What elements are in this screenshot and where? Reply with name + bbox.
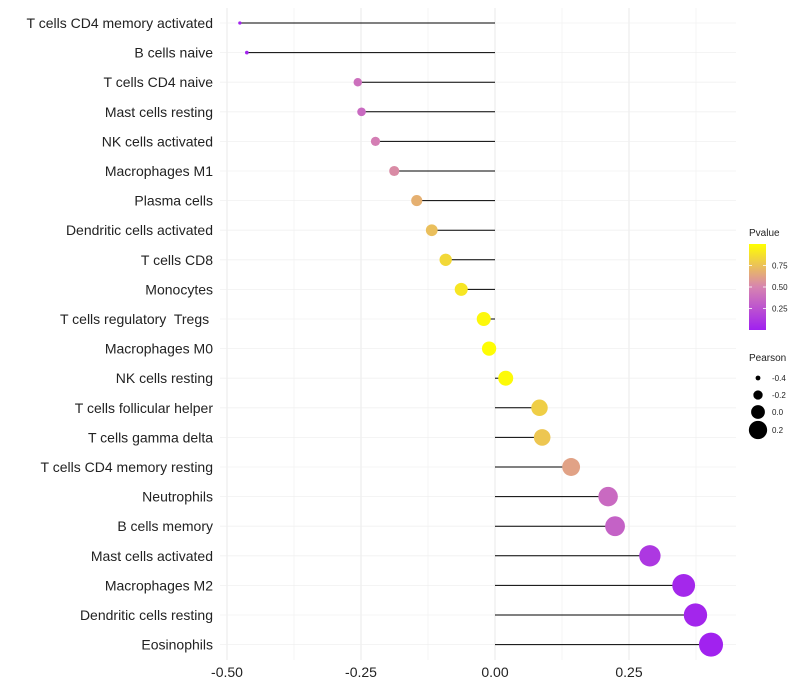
lollipop-point	[562, 458, 581, 476]
points	[238, 21, 724, 657]
x-tick-label: 0.25	[615, 664, 642, 680]
x-tick-label: -0.25	[345, 664, 377, 680]
lollipop-point	[598, 486, 618, 507]
category-label: Macrophages M1	[105, 163, 213, 179]
category-label: Eosinophils	[141, 637, 213, 653]
lollipop-point	[357, 107, 366, 117]
lollipop-point	[245, 50, 249, 55]
category-labels: T cells CD4 memory activated B cells naiv…	[27, 15, 214, 653]
category-label: T cells CD8	[141, 252, 213, 268]
category-label: Neutrophils	[142, 489, 213, 505]
category-label: T cells regulatory Tregs	[60, 311, 213, 327]
lollipop-point	[672, 573, 696, 597]
pearson-legend-dot	[753, 390, 763, 400]
lollipop-point	[531, 399, 548, 417]
pearson-legend-label: 0.0	[772, 408, 784, 417]
category-label: T cells gamma delta	[88, 429, 213, 445]
category-label: NK cells resting	[116, 370, 213, 386]
category-label: Mast cells resting	[105, 104, 213, 120]
lollipop-point	[639, 545, 661, 567]
pvalue-colorbar	[749, 244, 766, 330]
grid	[220, 8, 736, 660]
lollipop-point	[683, 603, 708, 627]
lollipop-point	[533, 429, 551, 446]
category-label: Dendritic cells resting	[80, 607, 213, 623]
x-tick-label: 0.00	[481, 664, 508, 680]
lollipop-point	[411, 195, 423, 207]
category-label: Macrophages M0	[105, 341, 213, 357]
lollipop-point	[481, 341, 497, 356]
lollipop-point	[698, 632, 724, 657]
pearson-legend-label: 0.2	[772, 426, 784, 435]
category-label: Mast cells activated	[91, 548, 213, 564]
category-label: Monocytes	[145, 281, 213, 297]
lollipop-point	[454, 282, 468, 296]
pearson-legend-label: -0.2	[772, 391, 786, 400]
category-label: NK cells activated	[102, 133, 213, 149]
category-label: T cells CD4 naive	[104, 74, 214, 90]
lollipop-point	[476, 311, 491, 327]
lollipop-point	[439, 253, 452, 266]
pearson-legend-dot	[751, 405, 765, 419]
pvalue-legend: Pvalue 0.75 0.50 0.25	[749, 228, 788, 330]
lollipop-point	[370, 136, 381, 147]
pearson-legend-dot	[748, 420, 768, 440]
lollipop-point	[425, 224, 438, 237]
category-label: T cells CD4 memory resting	[41, 459, 213, 475]
category-label: Dendritic cells activated	[66, 222, 213, 238]
category-label: T cells follicular helper	[75, 400, 214, 416]
lollipop-point	[605, 516, 625, 537]
category-label: T cells CD4 memory activated	[27, 15, 213, 31]
pearson-legend-dot	[755, 375, 761, 381]
category-label: Macrophages M2	[105, 577, 213, 593]
category-label: Plasma cells	[134, 193, 213, 209]
lollipop-point	[238, 21, 242, 25]
pvalue-tick-label: 0.75	[772, 262, 788, 271]
x-tick-label: -0.50	[211, 664, 243, 680]
pearson-legend-title: Pearson	[749, 353, 786, 364]
lollipop-point	[353, 77, 363, 87]
category-label: B cells memory	[117, 518, 213, 534]
category-label: B cells naive	[134, 45, 213, 61]
lollipop-point	[389, 165, 400, 177]
pearson-legend-label: -0.4	[772, 374, 786, 383]
lollipop-point	[498, 370, 514, 386]
pearson-legend: Pearson -0.4 -0.2 0.0 0.2	[748, 353, 786, 440]
x-axis-ticks: -0.50 -0.25 0.00 0.25	[211, 664, 643, 680]
pvalue-legend-title: Pvalue	[749, 228, 780, 239]
pvalue-tick-label: 0.50	[772, 283, 788, 292]
pvalue-tick-label: 0.25	[772, 305, 788, 314]
